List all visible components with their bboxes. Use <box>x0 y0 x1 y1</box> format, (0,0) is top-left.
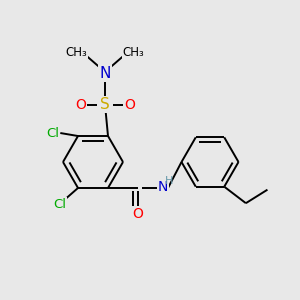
Text: O: O <box>133 207 143 221</box>
Text: N: N <box>158 180 168 194</box>
Text: CH₃: CH₃ <box>123 46 144 59</box>
Text: O: O <box>124 98 135 112</box>
Text: Cl: Cl <box>46 127 59 140</box>
Text: S: S <box>100 97 110 112</box>
Text: O: O <box>75 98 86 112</box>
Text: H: H <box>165 176 173 186</box>
Text: N: N <box>99 65 111 80</box>
Text: CH₃: CH₃ <box>66 46 87 59</box>
Text: Cl: Cl <box>53 198 66 211</box>
